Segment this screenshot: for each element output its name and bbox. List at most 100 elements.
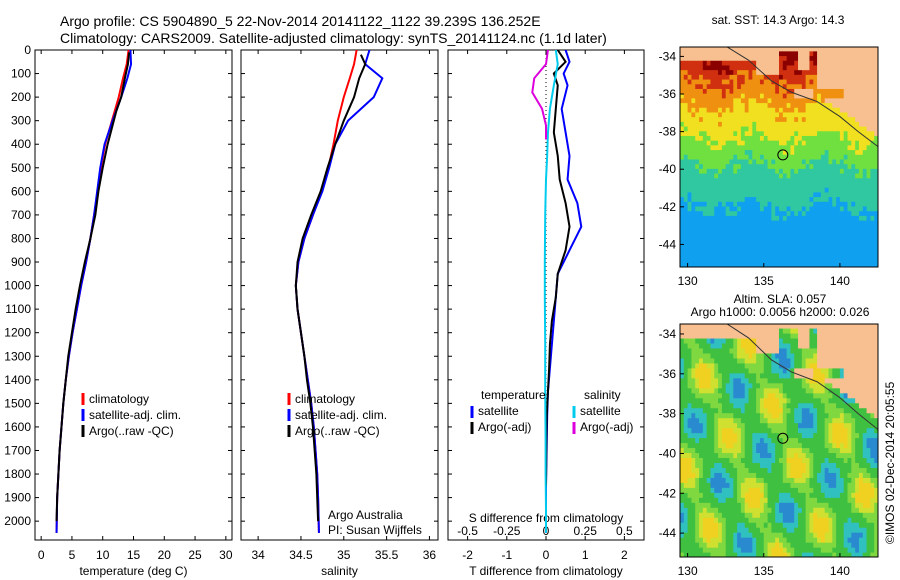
sst-map-cell [866,121,871,127]
sla-map-cell [718,437,723,444]
sst-map-cell [790,64,795,71]
sst-map-cell [702,50,708,57]
sst-map-cell [828,238,833,245]
sla-map-cell [695,332,700,339]
sst-map-cell [759,93,765,99]
sla-map-cell [725,387,731,394]
sst-map-cell [767,238,772,245]
sla-map-cell [790,487,795,493]
sla-map-cell [794,467,799,473]
sla-map-cell [801,332,807,339]
sst-map-cell [801,111,807,118]
sla-map-cell [843,412,849,419]
top-xtick-label: 0.25 [574,524,598,538]
sla-map-cell [794,357,799,364]
sst-map-cell [862,78,868,85]
sst-map-cell [767,205,772,212]
sla-map-cell [847,417,852,424]
sst-map-cell [756,262,761,267]
sst-map-cell [680,74,685,80]
sla-map-cell [687,442,693,449]
sla-map-cell [775,387,780,394]
sla-map-cell [858,552,864,557]
sst-map-cell [874,93,878,99]
sla-map-cell [710,477,715,483]
sla-map-cell [794,517,799,523]
sst-map-cell [756,154,761,160]
sla-map-cell [779,502,784,508]
sla-map-cell [801,342,807,349]
sst-map-cell [702,257,708,263]
sla-map-cell [767,457,772,464]
sla-map-cell [805,457,811,464]
sst-map-cell [820,97,826,104]
sla-map-cell [839,337,845,344]
sla-map-cell [813,442,818,449]
sla-map-cell [759,337,765,344]
sst-map-cell [714,196,719,202]
sla-map-cell [695,527,700,533]
sla-map-cell [737,442,742,449]
sst-map-frame [679,46,879,268]
sla-map-cell [858,542,864,548]
sla-map-cell [706,392,712,399]
sst-map-cell [779,97,784,104]
sst-map-cell [775,224,780,230]
sla-map-cell [832,537,837,543]
sla-map-cell [763,542,769,548]
sla-map-cell [714,537,719,543]
sla-map-cell [756,397,761,404]
sst-map-cell [775,107,780,113]
sla-map-cell [683,537,689,543]
sst-map-cell [756,215,761,221]
sst-map-cell [790,234,795,240]
sst-map-cell [737,135,742,141]
sla-map-cell [680,332,685,339]
sst-map-cell [786,191,792,198]
sst-map-cell [687,168,693,174]
sst-map-cell [740,252,746,259]
sla-map-cell [737,382,742,389]
sla-map-cell [839,437,845,444]
sla-map-cell [832,437,837,444]
sla-map-cell [782,392,788,399]
sst-map-cell [874,224,878,230]
sst-map-cell [729,187,734,193]
sst-map-cell [805,224,811,230]
sla-map-cell [710,417,715,424]
sst-map-cell [805,135,811,141]
sst-map-cell [775,130,780,136]
sst-map-cell [836,248,841,254]
sst-map-cell [824,234,830,240]
sla-map-cell [801,542,807,548]
sla-map-cell [748,367,753,374]
sst-map-cell [809,107,814,113]
sla-map-cell [721,502,727,508]
sst-map-cell [851,248,856,254]
sst-map-cell [790,130,795,136]
sst-map-cell [874,191,878,198]
sla-map-cell [847,382,852,389]
sla-map-cell [775,517,780,523]
sla-map-cell [680,537,685,543]
sla-map-cell [725,447,731,454]
sst-map-cell [756,121,761,127]
sst-map-cell [683,97,689,104]
sst-map-cell [695,130,700,136]
sst-map-cell [710,60,715,66]
sst-map-cell [721,78,727,85]
sst-map-cell [721,69,727,75]
sst-map-cell [828,130,833,136]
sla-map-cell [740,502,746,508]
sla-map-cell [680,432,685,439]
salinity-legend-label: Argo(..raw -QC) [295,424,380,438]
sla-map-cell [832,367,837,374]
sla-map-cell [737,352,742,359]
sla-map-cell [752,324,757,329]
sla-map-cell [729,352,734,359]
sla-map-cell [759,472,765,478]
sst-map-cell [874,154,878,160]
sst-map-cell [718,130,723,136]
sst-map-cell [820,238,826,245]
sst-map-cell [680,116,685,122]
